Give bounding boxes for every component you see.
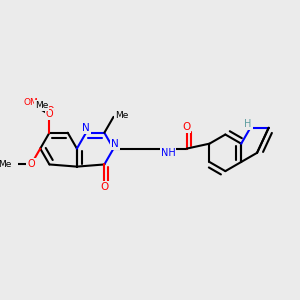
Text: O: O bbox=[46, 106, 54, 116]
Text: N: N bbox=[111, 140, 119, 149]
Text: Me: Me bbox=[0, 160, 11, 169]
Text: Me: Me bbox=[115, 111, 128, 120]
Text: NH: NH bbox=[160, 148, 175, 158]
Text: H: H bbox=[244, 118, 252, 129]
Text: O: O bbox=[27, 159, 35, 170]
Text: O: O bbox=[46, 110, 53, 119]
Text: Me: Me bbox=[35, 101, 48, 110]
Text: O: O bbox=[182, 122, 190, 132]
Text: N: N bbox=[82, 123, 90, 133]
Text: OMe: OMe bbox=[23, 98, 44, 107]
Text: O: O bbox=[100, 182, 109, 192]
